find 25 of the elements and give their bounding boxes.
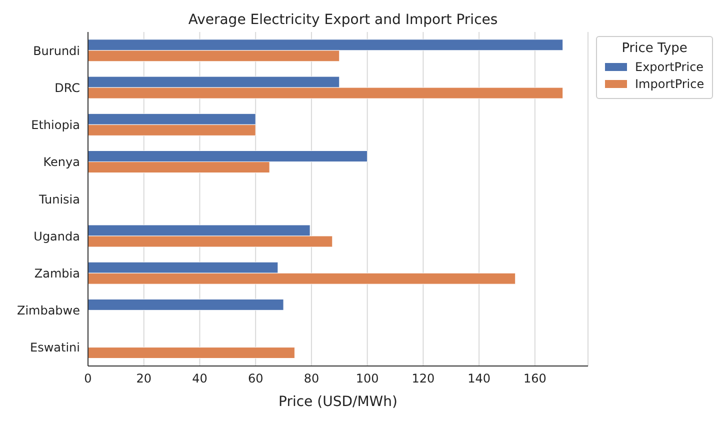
chart-title: Average Electricity Export and Import Prices	[187, 12, 499, 28]
legend-label: ExportPrice	[635, 60, 704, 74]
legend-title: Price Type	[620, 41, 688, 56]
x-tick-label: 20	[136, 372, 152, 386]
y-tick-label: Zimbabwe	[16, 304, 80, 318]
y-tick-label: Tunisia	[38, 192, 80, 206]
x-tick-label: 0	[84, 372, 92, 386]
x-tick-label: 120	[412, 372, 435, 386]
y-tick-label: Burundi	[33, 44, 80, 58]
y-tick-label: Uganda	[34, 229, 80, 244]
x-tick-label: 40	[192, 372, 208, 386]
y-tick-label: Kenya	[43, 155, 80, 170]
x-tick-label: 100	[356, 372, 379, 386]
y-tick-label: Ethiopia	[31, 118, 80, 132]
y-tick-label: Zambia	[34, 266, 80, 280]
bar	[88, 298, 284, 310]
x-axis-title: Price (USD/MWh)	[278, 394, 398, 410]
x-tick-label: 80	[304, 372, 320, 386]
x-tick-label: 140	[468, 372, 491, 386]
bar	[88, 347, 295, 359]
x-tick-label: 160	[523, 372, 546, 386]
y-tick-label: Eswatini	[30, 340, 80, 355]
y-tick-label: DRC	[54, 80, 80, 95]
legend-label: ImportPrice	[635, 77, 704, 91]
x-tick-label: 60	[248, 372, 264, 386]
